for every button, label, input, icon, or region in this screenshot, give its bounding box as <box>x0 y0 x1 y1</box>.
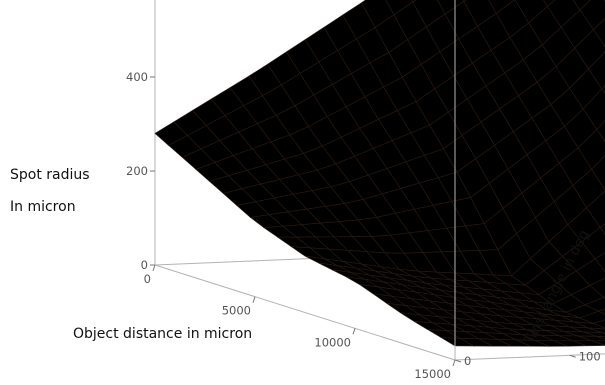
x-tick-label: 15000 <box>414 367 451 381</box>
x-tick-label: 5000 <box>222 304 251 318</box>
z-tick-label: 400 <box>126 70 148 84</box>
z-tick-label: 200 <box>126 164 148 178</box>
bounding-box-front <box>154 0 605 361</box>
y-tick-mark <box>454 359 462 363</box>
box-edge-front-bottom <box>154 264 456 361</box>
surface-patch <box>440 337 476 347</box>
surface-patch <box>597 308 605 315</box>
z-axis-label-line1: Spot radius <box>10 167 90 183</box>
y-tick-label: 100 <box>579 349 601 363</box>
surface-patch <box>596 119 605 143</box>
surface-patch <box>543 0 556 7</box>
z-axis-label-line2: In micron <box>10 199 76 215</box>
x-tick-label: 0 <box>144 272 151 286</box>
x-axis-label: Object distance in micron <box>73 326 252 342</box>
z-tick-label: 0 <box>141 258 148 272</box>
x-tick-mark <box>352 328 356 335</box>
y-tick-label: 0 <box>464 354 471 368</box>
x-tick-mark <box>152 264 156 272</box>
x-tick-mark <box>252 296 256 303</box>
surface-mesh <box>154 0 605 347</box>
axis-ticks: 02004006008000500010000150000100200300 <box>126 70 601 381</box>
box-edge-right-bottom <box>454 353 605 361</box>
surface-patch <box>601 85 605 94</box>
x-tick-mark <box>452 359 456 367</box>
x-tick-label: 10000 <box>314 335 351 349</box>
y-tick-mark <box>569 354 576 358</box>
surface-patch <box>599 223 605 236</box>
